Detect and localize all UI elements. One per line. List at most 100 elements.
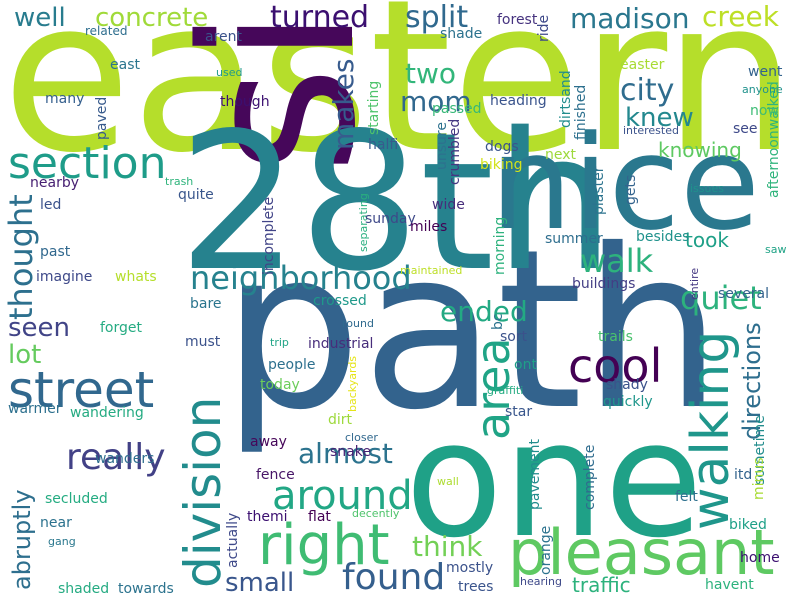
word-shade: shade [440, 26, 483, 42]
word-must: must [185, 334, 221, 350]
word-biked: biked [729, 517, 767, 533]
word-summer: summer [545, 231, 603, 247]
word-easter: easter [620, 57, 665, 73]
word-crossed: crossed [313, 293, 367, 309]
word-madison: madison [570, 2, 690, 35]
word-flat: flat [308, 509, 331, 525]
word-section: section [8, 138, 167, 189]
word-sort: sort [500, 329, 528, 345]
word-buildings: buildings [572, 276, 636, 292]
word-well: well [14, 3, 66, 33]
word-round: round [342, 317, 374, 330]
word-arent: arent [205, 29, 243, 45]
word-themi: themi [247, 509, 288, 525]
word-nearby: nearby [30, 175, 79, 191]
word-eastern: eastern [2, 0, 797, 199]
word-split: split [405, 0, 469, 35]
word-street: street [8, 361, 155, 419]
word-trash: trash [165, 175, 194, 188]
word-dogs: dogs [485, 139, 519, 155]
word-besides: besides [636, 229, 690, 245]
word-dirtsand: dirtsand [558, 70, 574, 128]
word-went: went [748, 64, 783, 80]
word-bc: bc [490, 313, 506, 330]
word-related: related [85, 24, 128, 38]
word-around: around [272, 473, 413, 519]
word-thought: thought [2, 194, 40, 320]
word-pavement: pavement [527, 439, 543, 510]
word-seen: seen [8, 313, 71, 343]
word-imagine: imagine [36, 269, 93, 285]
word-morning: morning [492, 216, 508, 275]
word-neighborhood: neighborhood [190, 259, 412, 297]
word-walk: walk [580, 242, 654, 280]
word-havent: havent [705, 577, 754, 593]
word-division: division [174, 396, 232, 588]
word-found: found [342, 557, 446, 598]
word-paved: paved [94, 96, 110, 140]
word-shaded: shaded [58, 581, 110, 597]
word-fence: fence [256, 467, 295, 483]
word-knew: knew [625, 103, 694, 133]
word-crumbled: crumbled [447, 118, 463, 185]
word-people: people [268, 357, 316, 373]
word-today: today [260, 377, 300, 393]
word-incomplete: incomplete [261, 196, 277, 275]
word-sunday: sunday [365, 211, 416, 227]
word-ont: ont [514, 357, 537, 373]
word-whats: whats [115, 269, 157, 285]
word-28th: 28th [178, 92, 615, 313]
word-turned: turned [270, 0, 370, 35]
word-small: small [225, 568, 295, 598]
word-almost: almost [298, 437, 393, 470]
word-away: away [250, 434, 287, 450]
word-starting: starting [366, 80, 382, 135]
word-miles: miles [410, 219, 448, 235]
word-see: see [733, 121, 758, 137]
word-snake: snake [330, 444, 371, 460]
word-finished: finished [573, 84, 589, 140]
word-creek: creek [702, 0, 779, 33]
word-quiet: quiet [680, 279, 762, 317]
word-east: east [110, 57, 140, 73]
word-makes: makes [327, 58, 360, 150]
word-used: used [216, 66, 243, 79]
word-afternoonwalked: afternoonwalked [766, 81, 782, 198]
word-took: took [685, 228, 729, 252]
word-path: path [222, 202, 723, 458]
word-trees: trees [458, 579, 494, 595]
word-led: led [40, 197, 62, 213]
word-secluded: secluded [45, 491, 108, 507]
word-past: past [40, 244, 71, 260]
word-really: really [66, 437, 166, 478]
word-home: home [740, 550, 780, 566]
word-now: now [750, 103, 779, 119]
word-many: many [45, 91, 85, 107]
word-orange: orange [538, 525, 554, 575]
word-warmer: warmer [8, 401, 62, 417]
word-heading: heading [490, 93, 547, 109]
word-next: next [545, 147, 577, 163]
word-wandering: wandering [70, 405, 144, 421]
word-trip: trip [270, 336, 289, 349]
word-quickly: quickly [603, 394, 653, 410]
word-plaster: plaster [591, 166, 607, 215]
word-lot: lot [8, 340, 42, 370]
word-biking: biking [480, 157, 523, 173]
word-wanders: wanders [95, 451, 155, 467]
word-dirt: dirt [328, 412, 353, 428]
word-decently: decently [352, 507, 400, 520]
word-forest: forest [497, 12, 538, 28]
word-shady: shady [606, 377, 648, 393]
word-cool: cool [568, 339, 663, 393]
word-backyards: backyards [346, 355, 359, 412]
word-graffiti: graffiti [487, 384, 524, 397]
word-towards: towards [118, 581, 174, 597]
word-closer: closer [345, 431, 378, 444]
word-actually: actually [225, 512, 241, 568]
word-industrial: industrial [308, 336, 374, 352]
word-interested: interested [623, 124, 679, 137]
word-one: one [405, 386, 703, 573]
word-traffic: traffic [572, 573, 631, 597]
